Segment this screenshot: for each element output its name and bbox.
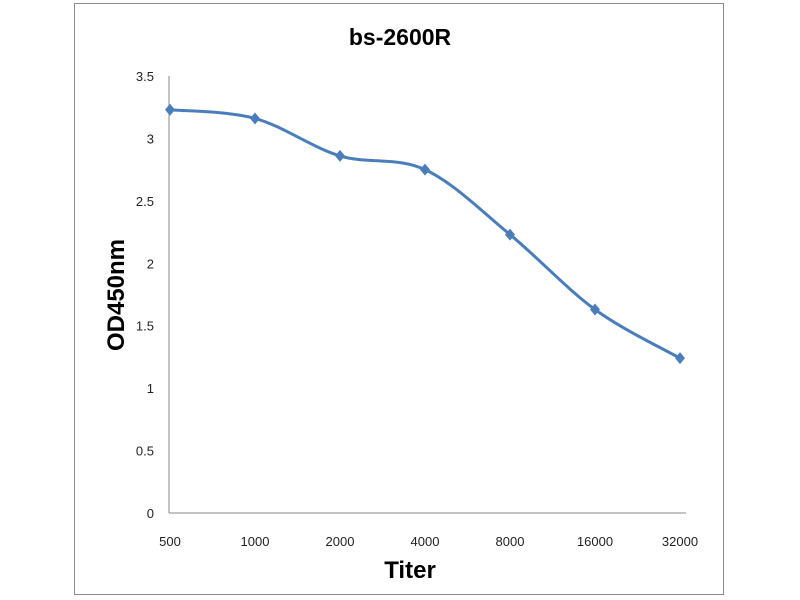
data-point-marker (420, 163, 430, 176)
data-point-marker (165, 103, 175, 116)
x-tick-label: 16000 (577, 534, 613, 549)
chart-frame (74, 3, 724, 595)
x-tick-label: 8000 (496, 534, 525, 549)
y-tick-label: 0.5 (136, 444, 154, 459)
y-tick-label: 1.5 (136, 319, 154, 334)
data-point-marker (335, 149, 345, 162)
y-tick-label: 1 (147, 381, 154, 396)
y-tick-label: 3 (147, 131, 154, 146)
y-axis-label: OD450nm (103, 239, 130, 351)
y-tick-label: 0 (147, 506, 154, 521)
y-tick-label: 3.5 (136, 69, 154, 84)
y-tick-label: 2 (147, 256, 154, 271)
x-tick-label: 4000 (411, 534, 440, 549)
data-point-marker (590, 303, 600, 316)
x-tick-label: 32000 (662, 534, 698, 549)
series-line (169, 108, 681, 360)
x-axis-label: Titer (384, 557, 436, 584)
data-point-marker (250, 112, 260, 125)
chart-title: bs-2600R (349, 24, 452, 50)
data-point-marker (675, 352, 685, 365)
x-tick-label: 500 (159, 534, 181, 549)
x-tick-label: 2000 (326, 534, 355, 549)
data-point-marker (505, 228, 515, 241)
y-tick-label: 2.5 (136, 194, 154, 209)
x-tick-label: 1000 (241, 534, 270, 549)
